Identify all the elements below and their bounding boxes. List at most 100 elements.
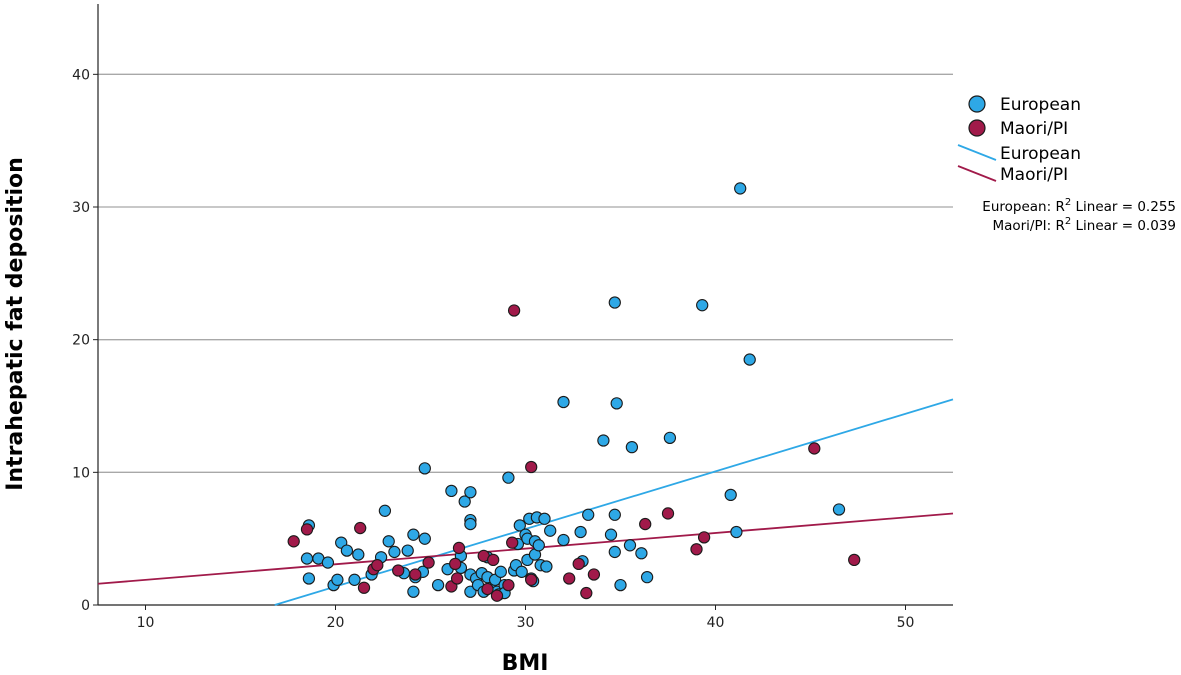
point-maori-pi-24 [580, 586, 593, 600]
fit-line-maori-pi [97, 512, 954, 585]
point-european-78 [610, 397, 623, 410]
point-european-14 [382, 535, 395, 548]
point-european-24 [431, 578, 445, 592]
point-european-48 [502, 471, 515, 484]
point-maori-pi-3 [357, 581, 371, 594]
point-maori-pi-23 [572, 557, 585, 571]
point-european-72 [582, 508, 595, 521]
point-maori-pi-17 [502, 578, 515, 592]
point-european-79 [614, 578, 627, 592]
point-european-74 [604, 528, 618, 541]
point-maori-pi-19 [507, 304, 521, 317]
y-tick-label-40: 40 [72, 67, 90, 83]
legend-label-european-line: European [1000, 144, 1081, 164]
point-european-15 [388, 545, 401, 559]
point-european-23 [418, 462, 431, 475]
legend-marker-maori-pi [968, 119, 986, 137]
point-european-8 [340, 544, 354, 557]
point-maori-pi-30 [808, 442, 821, 455]
point-european-1 [300, 552, 314, 565]
legend-label-maori-pi-line: Maori/PI [1000, 165, 1068, 185]
r2-european: European: R2 Linear = 0.255 [982, 197, 1176, 215]
point-european-53 [515, 565, 528, 578]
r2-maori-pi: Maori/PI: R2 Linear = 0.039 [992, 216, 1176, 234]
point-maori-pi-21 [525, 460, 538, 474]
point-maori-pi-11 [450, 572, 464, 585]
y-tick-label-20: 20 [72, 333, 90, 349]
x-axis-title: BMI [502, 651, 549, 675]
point-european-77 [608, 545, 621, 559]
point-european-18 [407, 585, 420, 598]
point-european-9 [348, 573, 361, 586]
point-european-80 [623, 539, 637, 552]
x-tick-label-30: 30 [517, 615, 535, 631]
point-maori-pi-15 [487, 553, 500, 567]
point-european-89 [743, 353, 756, 366]
point-maori-pi-22 [563, 572, 576, 585]
point-european-19 [407, 528, 420, 541]
tick-labels: 10 20 30 40 50 0 10 20 30 40 [72, 67, 914, 631]
data-points [287, 182, 861, 602]
point-european-65 [538, 512, 551, 525]
point-european-52 [513, 519, 526, 532]
point-european-26 [445, 484, 458, 498]
point-maori-pi-27 [661, 507, 675, 520]
point-european-70 [574, 525, 587, 539]
point-european-2 [302, 572, 316, 585]
point-european-81 [625, 440, 639, 454]
point-european-63 [532, 539, 545, 552]
point-maori-pi-18 [506, 536, 519, 549]
point-european-6 [331, 573, 344, 586]
point-european-45 [494, 565, 507, 578]
legend-label-maori-pi-marker: Maori/PI [1000, 119, 1068, 139]
x-tick-label-50: 50 [897, 615, 915, 631]
y-axis-title: Intrahepatic fat deposition [3, 157, 28, 491]
x-tick-label-40: 40 [707, 615, 725, 631]
x-tick-label-10: 10 [137, 615, 155, 631]
point-european-83 [640, 570, 654, 584]
legend: European Maori/PI European Maori/PI [957, 95, 1081, 185]
point-maori-pi-7 [409, 568, 422, 581]
point-european-32 [464, 517, 477, 531]
gridlines [98, 73, 953, 473]
legend-marker-european [968, 95, 986, 113]
point-maori-pi-8 [422, 556, 435, 569]
point-european-76 [608, 508, 621, 521]
point-maori-pi-29 [697, 531, 711, 544]
fit-lines [97, 398, 954, 606]
point-european-85 [696, 299, 709, 312]
point-maori-pi-16 [490, 589, 504, 602]
point-european-68 [557, 395, 570, 409]
y-tick-label-10: 10 [72, 465, 90, 481]
point-european-4 [321, 556, 335, 569]
point-maori-pi-20 [525, 573, 538, 586]
y-tick-label-0: 0 [81, 598, 90, 614]
point-european-84 [663, 431, 677, 444]
point-european-75 [608, 296, 621, 309]
point-european-73 [597, 434, 610, 447]
fit-line-european [274, 398, 954, 606]
point-european-67 [544, 524, 557, 537]
point-european-88 [734, 182, 747, 195]
point-maori-pi-26 [639, 517, 652, 531]
point-maori-pi-28 [690, 543, 703, 556]
x-tick-label-20: 20 [327, 615, 345, 631]
point-european-82 [635, 547, 648, 560]
point-maori-pi-1 [300, 523, 314, 536]
point-maori-pi-5 [371, 559, 384, 572]
point-maori-pi-25 [587, 568, 601, 581]
point-european-87 [730, 525, 743, 539]
point-european-17 [401, 544, 414, 557]
point-european-90 [832, 503, 846, 516]
point-european-29 [458, 495, 471, 508]
point-maori-pi-6 [392, 564, 405, 577]
point-european-22 [418, 532, 431, 545]
point-maori-pi-10 [449, 557, 462, 571]
point-maori-pi-31 [848, 553, 861, 567]
point-maori-pi-14 [481, 582, 494, 596]
legend-line-european [957, 144, 997, 161]
point-european-13 [378, 504, 392, 517]
point-european-69 [557, 533, 570, 547]
legend-label-european-marker: European [1000, 95, 1081, 115]
